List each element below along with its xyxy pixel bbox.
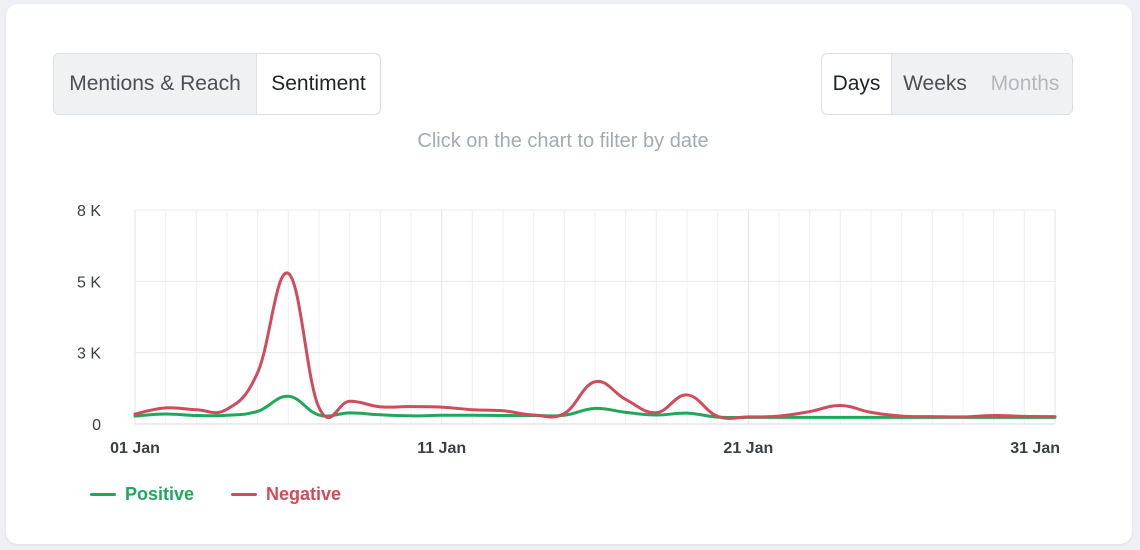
view-tabs: Mentions & Reach Sentiment	[53, 53, 381, 115]
x-tick-label: 21 Jan	[723, 440, 773, 457]
legend-item-positive[interactable]: Positive	[90, 484, 194, 505]
y-tick-label: 0	[92, 417, 101, 434]
tab-days[interactable]: Days	[822, 54, 892, 114]
y-tick-label: 3 K	[77, 346, 101, 363]
x-tick-label: 31 Jan	[1010, 440, 1060, 457]
positive-swatch	[90, 493, 116, 496]
negative-swatch	[231, 493, 257, 496]
legend-label-positive: Positive	[125, 484, 195, 504]
tab-mentions-reach[interactable]: Mentions & Reach	[69, 72, 241, 95]
filter-hint: Click on the chart to filter by date	[417, 130, 709, 152]
tab-weeks[interactable]: Weeks	[903, 72, 967, 95]
tab-months: Months	[990, 72, 1060, 95]
legend-label-negative: Negative	[266, 484, 342, 504]
tab-sentiment[interactable]: Sentiment	[256, 54, 380, 114]
series-line-negative	[133, 271, 1057, 420]
legend-item-negative[interactable]: Negative	[231, 484, 341, 505]
x-tick-label: 11 Jan	[417, 440, 466, 457]
y-tick-label: 5 K	[77, 274, 101, 291]
x-tick-label: 01 Jan	[110, 440, 160, 457]
granularity-tabs: Days Weeks Months	[821, 53, 1073, 115]
y-tick-label: 8 K	[77, 203, 101, 220]
